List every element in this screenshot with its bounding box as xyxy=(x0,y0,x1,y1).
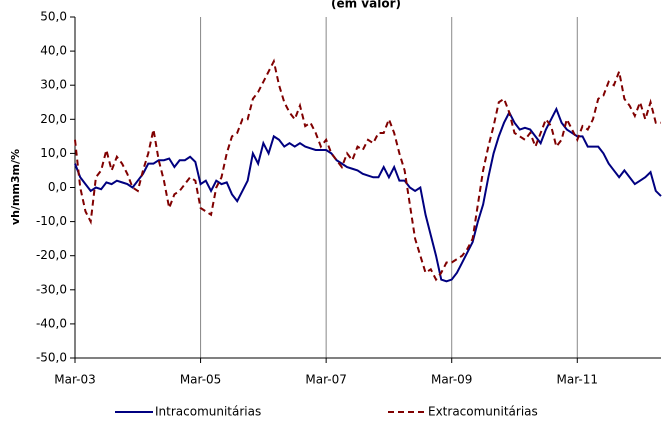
series-line xyxy=(74,106,662,283)
y-tick-label: 10,0 xyxy=(40,146,67,160)
x-tick-label: Mar-11 xyxy=(557,373,598,387)
x-tick-label: Mar-03 xyxy=(54,373,95,387)
legend-label: Intracomunitárias xyxy=(155,405,261,419)
y-tick-label: 40,0 xyxy=(40,44,67,58)
y-tick-label: 30,0 xyxy=(40,78,67,92)
y-tick-label: 20,0 xyxy=(40,112,67,126)
y-tick-label: -20,0 xyxy=(36,248,67,262)
y-tick-label: 0,0 xyxy=(48,180,67,194)
series-line xyxy=(74,58,661,282)
chart-title: (em valor) xyxy=(331,0,401,11)
y-tick-label: -30,0 xyxy=(36,282,67,296)
y-tick-label: 50,0 xyxy=(40,10,67,24)
y-axis-label: vh/mm3m/% xyxy=(9,149,22,225)
y-tick-label: -10,0 xyxy=(36,214,67,228)
legend-label: Extracomunitárias xyxy=(428,405,538,419)
x-tick-label: Mar-07 xyxy=(305,373,346,387)
x-tick-label: Mar-09 xyxy=(431,373,472,387)
x-tick-label: Mar-05 xyxy=(180,373,221,387)
y-tick-label: -40,0 xyxy=(36,316,67,330)
y-tick-label: -50,0 xyxy=(36,351,67,365)
